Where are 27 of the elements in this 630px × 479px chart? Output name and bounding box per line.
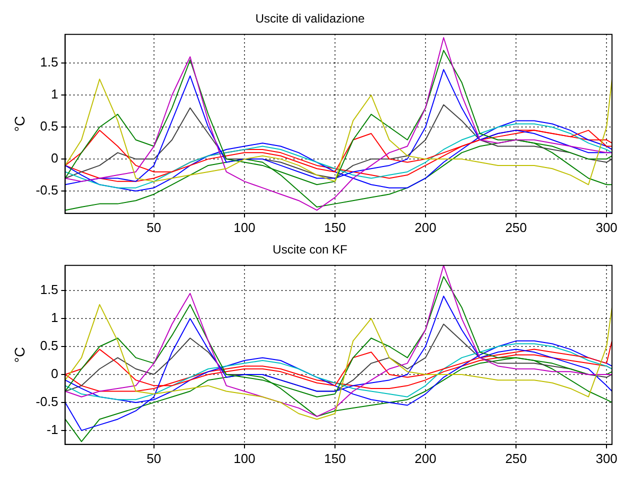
x-tick-label: 250 [505, 450, 527, 466]
x-tick-label: 300 [596, 220, 618, 235]
x-tick-label: 50 [146, 220, 162, 235]
chart-title: Uscite con KF [272, 242, 348, 257]
y-tick-label: -0.5 [36, 394, 58, 410]
y-tick-label: 1.5 [40, 282, 58, 298]
y-tick-label: 1 [50, 86, 58, 102]
x-tick-label: 100 [234, 450, 256, 466]
y-tick-label: 0.5 [40, 118, 58, 134]
y-axis-title: °C [11, 347, 28, 363]
y-tick-label: 0 [50, 150, 58, 166]
chart-title: Uscite di validazione [255, 12, 366, 26]
x-tick-label: 150 [324, 450, 346, 466]
x-tick-label: 200 [414, 450, 436, 466]
x-tick-label: 100 [234, 220, 256, 235]
y-tick-label: -1 [46, 422, 58, 437]
x-tick-label: 300 [596, 450, 618, 466]
y-tick-label: 0 [50, 366, 58, 382]
x-tick-label: 150 [324, 220, 346, 235]
y-tick-label: 1 [50, 310, 58, 326]
x-tick-label: 250 [505, 220, 527, 235]
y-tick-label: 0.5 [40, 338, 58, 354]
x-tick-label: 50 [146, 450, 162, 466]
y-tick-label: -0.5 [36, 182, 58, 198]
x-tick-label: 200 [414, 220, 436, 235]
y-tick-label: 1.5 [40, 54, 58, 70]
y-axis-title: °C [11, 116, 28, 132]
